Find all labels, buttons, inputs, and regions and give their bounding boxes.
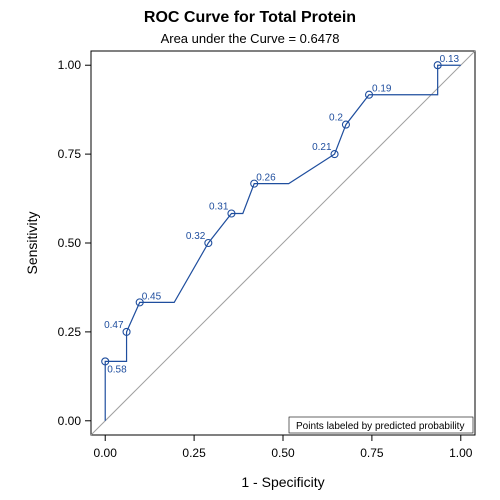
roc-point-marker <box>135 298 144 307</box>
roc-point-marker <box>227 209 236 218</box>
y-tick-label: 1.00 <box>58 58 82 72</box>
roc-point-label: 0.21 <box>312 142 332 153</box>
point-markers: 0.58 0.47 0.45 0.32 0.31 0.26 0.21 0.2 0.19 0.13 <box>101 54 460 375</box>
y-axis-label: Sensitivity <box>24 211 40 274</box>
inset-note: Points labeled by predicted probability <box>296 421 464 432</box>
x-tick-label: 0.00 <box>94 446 118 460</box>
roc-point-label: 0.31 <box>209 201 229 212</box>
x-tick-label: 0.50 <box>271 446 295 460</box>
roc-point-marker <box>433 61 442 70</box>
roc-point-marker <box>204 238 213 248</box>
roc-curve-line <box>104 64 461 421</box>
axes: 0.00 0.25 0.50 0.75 1.00 0.00 0.25 0.50 0.75 1.00 <box>58 58 473 460</box>
roc-point-label: 0.13 <box>440 54 460 65</box>
roc-point-marker <box>250 179 259 188</box>
x-axis-label: 1 - Specificity <box>241 474 324 490</box>
x-tick-label: 0.25 <box>182 446 206 460</box>
roc-point-label: 0.26 <box>256 173 276 184</box>
x-tick-label: 1.00 <box>449 446 473 460</box>
roc-point-marker <box>364 90 374 99</box>
y-tick-label: 0.25 <box>58 325 82 339</box>
roc-point-marker <box>330 150 339 159</box>
roc-point-marker <box>122 327 131 336</box>
x-tick-label: 0.75 <box>360 446 384 460</box>
roc-point-label: 0.45 <box>142 291 162 302</box>
roc-point-label: 0.2 <box>329 113 343 124</box>
roc-point-label: 0.19 <box>372 84 392 95</box>
roc-point-marker <box>101 357 110 366</box>
roc-point-label: 0.32 <box>186 231 206 242</box>
roc-point-marker <box>341 120 350 129</box>
y-tick-label: 0.50 <box>58 236 82 250</box>
roc-point-label: 0.58 <box>107 364 127 375</box>
roc-point-label: 0.47 <box>104 320 124 331</box>
y-tick-label: 0.00 <box>58 414 82 428</box>
reference-diagonal <box>90 50 476 436</box>
chart-subtitle: Area under the Curve = 0.6478 <box>160 31 340 46</box>
inset-box <box>288 416 474 434</box>
chart-title: ROC Curve for Total Protein <box>143 9 357 26</box>
y-tick-label: 0.75 <box>58 147 82 161</box>
